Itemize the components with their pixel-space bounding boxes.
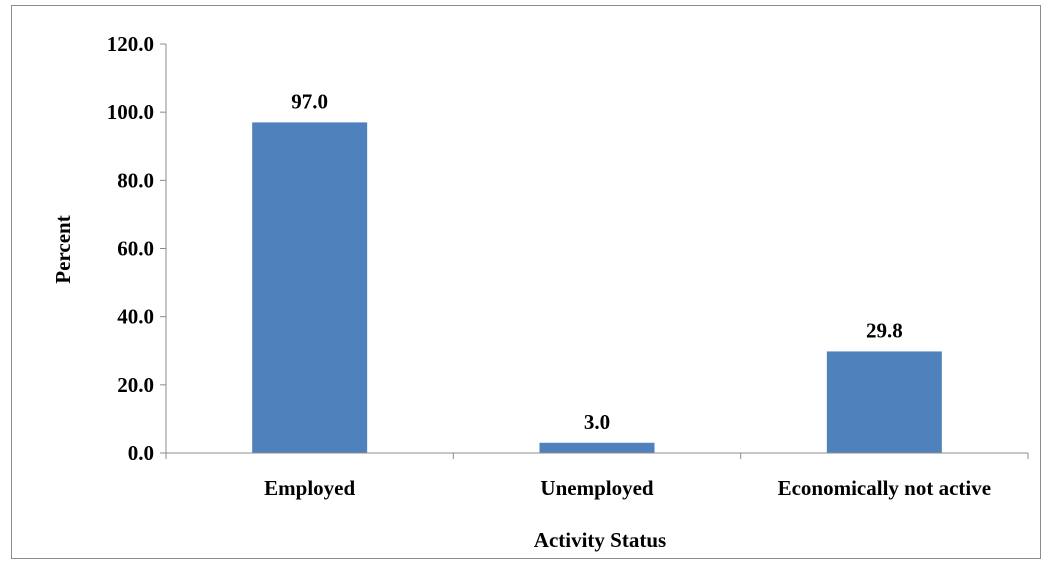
bar-unemployed (539, 442, 655, 453)
x-axis-ticks: Employed Unemployed Economically not activ… (165, 453, 1029, 500)
bar-economically-not-active (826, 351, 942, 453)
chart-frame (11, 5, 1041, 559)
data-label: 97.0 (291, 89, 328, 113)
y-tick-label: 100.0 (107, 100, 154, 124)
x-tick-label: Economically not active (778, 476, 991, 500)
y-axis-title: Percent (51, 215, 75, 283)
data-label: 29.8 (866, 318, 903, 342)
y-tick-label: 80.0 (117, 168, 154, 192)
x-tick-label: Employed (264, 476, 355, 500)
y-tick-label: 120.0 (107, 32, 154, 56)
x-axis-title: Activity Status (534, 528, 666, 552)
data-label: 3.0 (584, 410, 610, 434)
y-tick-label: 40.0 (117, 305, 154, 329)
y-axis-ticks: 0.0 20.0 40.0 60.0 80.0 100.0 120.0 (107, 32, 166, 465)
bar-employed (252, 122, 368, 454)
y-tick-label: 20.0 (117, 373, 154, 397)
y-tick-label: 0.0 (128, 441, 154, 465)
x-tick-label: Unemployed (540, 476, 653, 500)
bars: 97.0 3.0 29.8 (252, 89, 942, 454)
y-tick-label: 60.0 (117, 237, 154, 261)
